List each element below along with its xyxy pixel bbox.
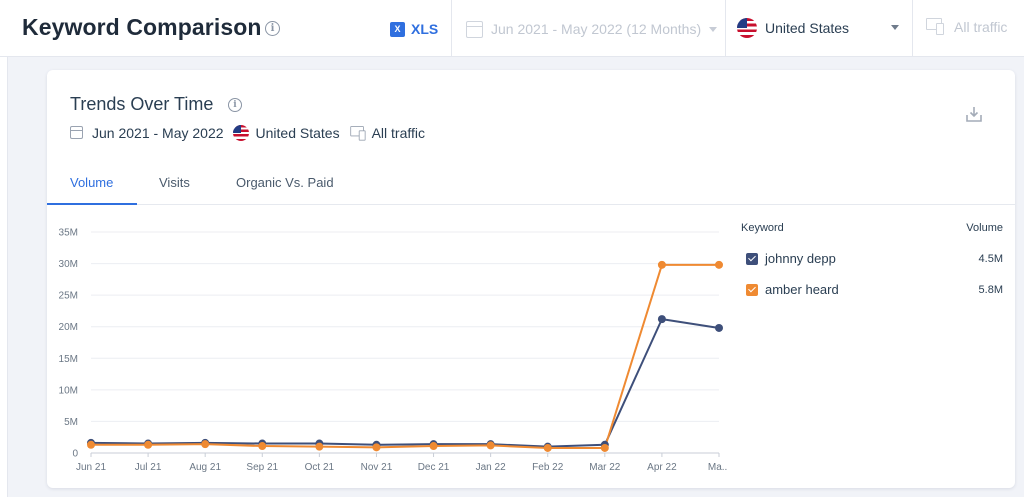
download-icon[interactable] (964, 104, 984, 124)
legend-header: Keyword Volume (741, 222, 1003, 238)
left-sidebar-edge (0, 57, 8, 497)
excel-icon: X (390, 21, 405, 37)
volume-line-chart: 0 5M 10M 15M 20M 25M 30M 35M Jun 21 Jul 21 Aug 21 S… (59, 228, 727, 474)
data-point (715, 260, 723, 269)
traffic-label: All traffic (954, 19, 1008, 35)
country-filter[interactable]: United States (737, 16, 907, 40)
y-tick-label: 35M (59, 228, 78, 239)
y-tick-label: 0 (72, 449, 78, 460)
y-tick-label: 15M (59, 354, 78, 365)
date-range-label: Jun 2021 - May 2022 (12 Months) (491, 21, 702, 37)
calendar-icon (466, 20, 483, 38)
x-tick-label: Dec 21 (418, 462, 450, 473)
info-icon[interactable]: i (228, 98, 242, 112)
divider (451, 0, 452, 57)
info-icon[interactable]: i (265, 21, 280, 36)
legend-keyword: amber heard (765, 282, 839, 297)
data-point (258, 442, 267, 451)
devices-icon (926, 17, 946, 37)
export-label: XLS (411, 21, 439, 37)
x-tick-label: Feb 22 (532, 462, 564, 473)
us-flag-icon (232, 124, 249, 141)
legend-keyword-header: Keyword (741, 222, 784, 234)
divider (912, 0, 913, 57)
country-label: United States (765, 20, 850, 36)
chevron-down-icon (891, 25, 899, 30)
meta-date-range: Jun 2021 - May 2022 (92, 124, 224, 141)
x-tick-label: Nov 21 (361, 462, 393, 473)
data-point (600, 443, 609, 452)
tab-volume[interactable]: Volume (70, 175, 114, 190)
legend-keyword: johnny depp (765, 251, 836, 266)
x-tick-label: Ma... (708, 462, 727, 473)
data-point (144, 440, 153, 449)
legend-volume: 5.8M (978, 283, 1003, 296)
y-tick-label: 10M (59, 385, 78, 396)
y-tick-label: 25M (59, 291, 78, 302)
tab-visits[interactable]: Visits (159, 175, 190, 190)
data-point (715, 323, 723, 332)
x-tick-label: Apr 22 (647, 462, 677, 473)
tab-bar: Volume Visits Organic Vs. Paid (47, 168, 1015, 205)
x-tick-label: Mar 22 (589, 462, 621, 473)
page-title: Keyword Comparison (22, 14, 262, 40)
data-point (543, 443, 552, 452)
x-tick-label: Jun 21 (76, 462, 106, 473)
divider (725, 0, 726, 57)
data-point (372, 443, 381, 452)
x-tick-label: Oct 21 (305, 462, 335, 473)
chart-legend: Keyword Volume johnny depp 4.5M amber he… (741, 222, 1003, 305)
active-tab-indicator (47, 203, 137, 205)
legend-volume-header: Volume (966, 222, 1003, 234)
y-tick-label: 30M (59, 259, 78, 270)
legend-item-johnny-depp[interactable]: johnny depp 4.5M (741, 243, 1003, 274)
traffic-filter[interactable]: All traffic (926, 17, 1007, 37)
legend-item-amber-heard[interactable]: amber heard 5.8M (741, 274, 1003, 305)
data-point (201, 440, 210, 449)
x-tick-label: Jan 22 (476, 462, 506, 473)
trends-card: Trends Over Time i Jun 2021 - May 2022 U… (47, 70, 1015, 488)
series-line (91, 263, 719, 449)
y-tick-label: 20M (59, 322, 78, 333)
x-tick-label: Aug 21 (189, 462, 221, 473)
tab-organic-vs-paid[interactable]: Organic Vs. Paid (236, 175, 334, 190)
card-meta: Jun 2021 - May 2022 United States All tr… (70, 124, 425, 141)
meta-traffic: All traffic (371, 124, 426, 141)
series-line (90, 318, 720, 448)
data-point (486, 441, 495, 450)
data-point (657, 260, 666, 269)
meta-country: United States (255, 124, 340, 141)
top-bar: Keyword Comparison i X XLS Jun 2021 - Ma… (0, 0, 1024, 57)
chevron-down-icon (709, 26, 718, 32)
x-tick-label: Jul 21 (135, 462, 162, 473)
calendar-icon (70, 126, 83, 139)
data-point (657, 315, 666, 324)
checkbox-icon[interactable] (746, 283, 758, 296)
checkbox-icon[interactable] (746, 252, 758, 265)
devices-icon (349, 125, 366, 141)
us-flag-icon (737, 18, 757, 38)
data-point (429, 442, 438, 451)
data-point (315, 442, 324, 451)
data-point (87, 440, 95, 449)
y-tick-label: 5M (64, 417, 78, 428)
export-xls-button[interactable]: X XLS (390, 18, 438, 40)
x-tick-label: Sep 21 (246, 462, 278, 473)
card-title: Trends Over Time (70, 94, 214, 114)
legend-volume: 4.5M (978, 252, 1003, 265)
date-range-filter[interactable]: Jun 2021 - May 2022 (12 Months) (466, 18, 718, 40)
